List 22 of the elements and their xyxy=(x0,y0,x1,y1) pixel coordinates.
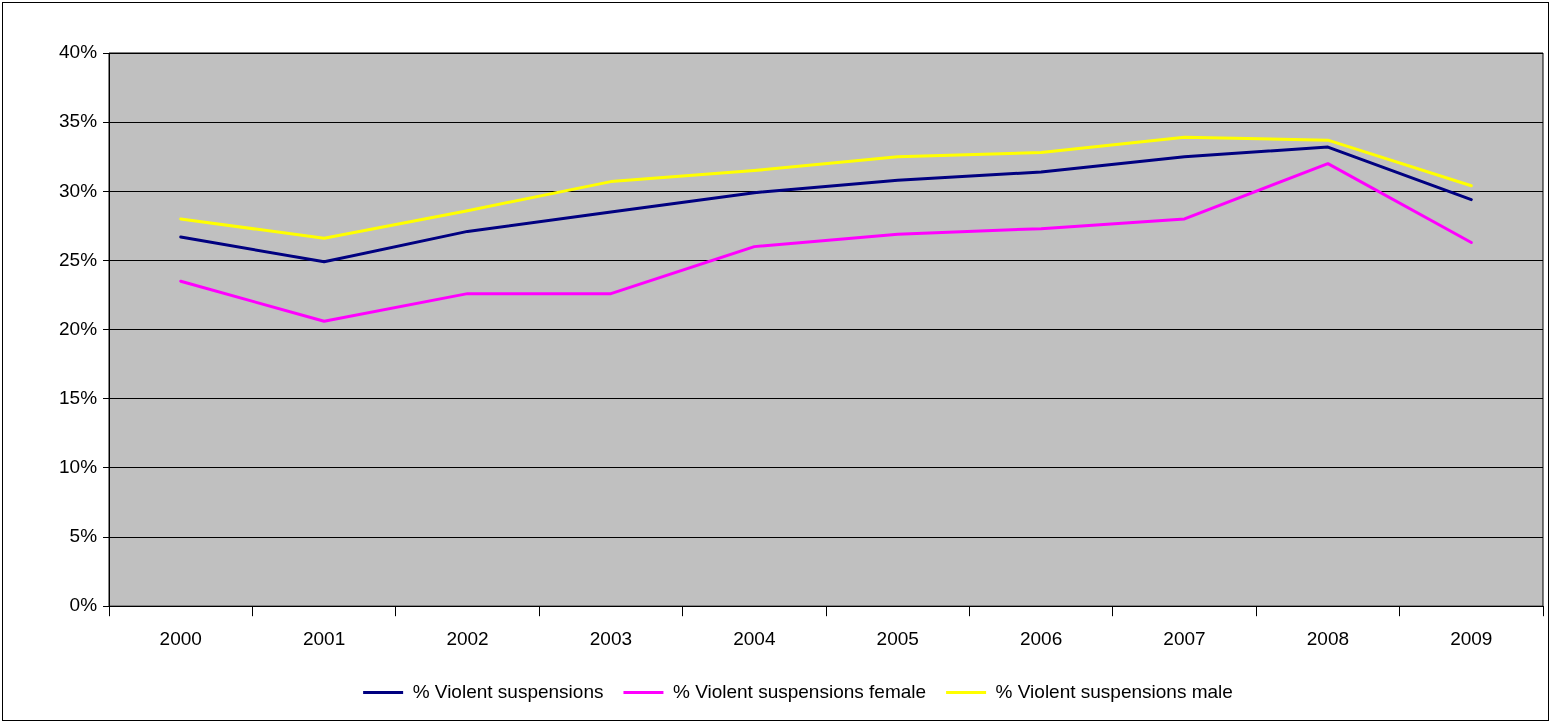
y-tick-label: 20% xyxy=(59,317,98,339)
y-tick-label: 5% xyxy=(69,525,98,547)
x-tick-label: 2000 xyxy=(159,627,202,649)
x-tick-label: 2006 xyxy=(1019,627,1063,649)
y-tick-label: 25% xyxy=(59,248,98,270)
x-tick-label: 2007 xyxy=(1163,627,1206,649)
y-tick-label: 10% xyxy=(59,456,98,478)
legend-label: % Violent suspensions male xyxy=(995,680,1233,702)
x-tick-label: 2005 xyxy=(876,627,919,649)
x-tick-label: 2008 xyxy=(1306,627,1350,649)
y-tick-label: 35% xyxy=(59,110,98,132)
y-tick-label: 40% xyxy=(59,41,98,63)
x-tick-label: 2002 xyxy=(446,627,489,649)
y-tick-label: 30% xyxy=(59,179,98,201)
x-tick-label: 2004 xyxy=(733,627,776,649)
legend-label: % Violent suspensions female xyxy=(672,680,927,702)
legend-label: % Violent suspensions xyxy=(412,680,604,702)
y-tick-label: 15% xyxy=(59,386,98,408)
y-tick-label: 0% xyxy=(69,594,98,616)
x-tick-label: 2003 xyxy=(589,627,633,649)
x-tick-label: 2001 xyxy=(302,627,346,649)
x-tick-label: 2009 xyxy=(1450,627,1493,649)
